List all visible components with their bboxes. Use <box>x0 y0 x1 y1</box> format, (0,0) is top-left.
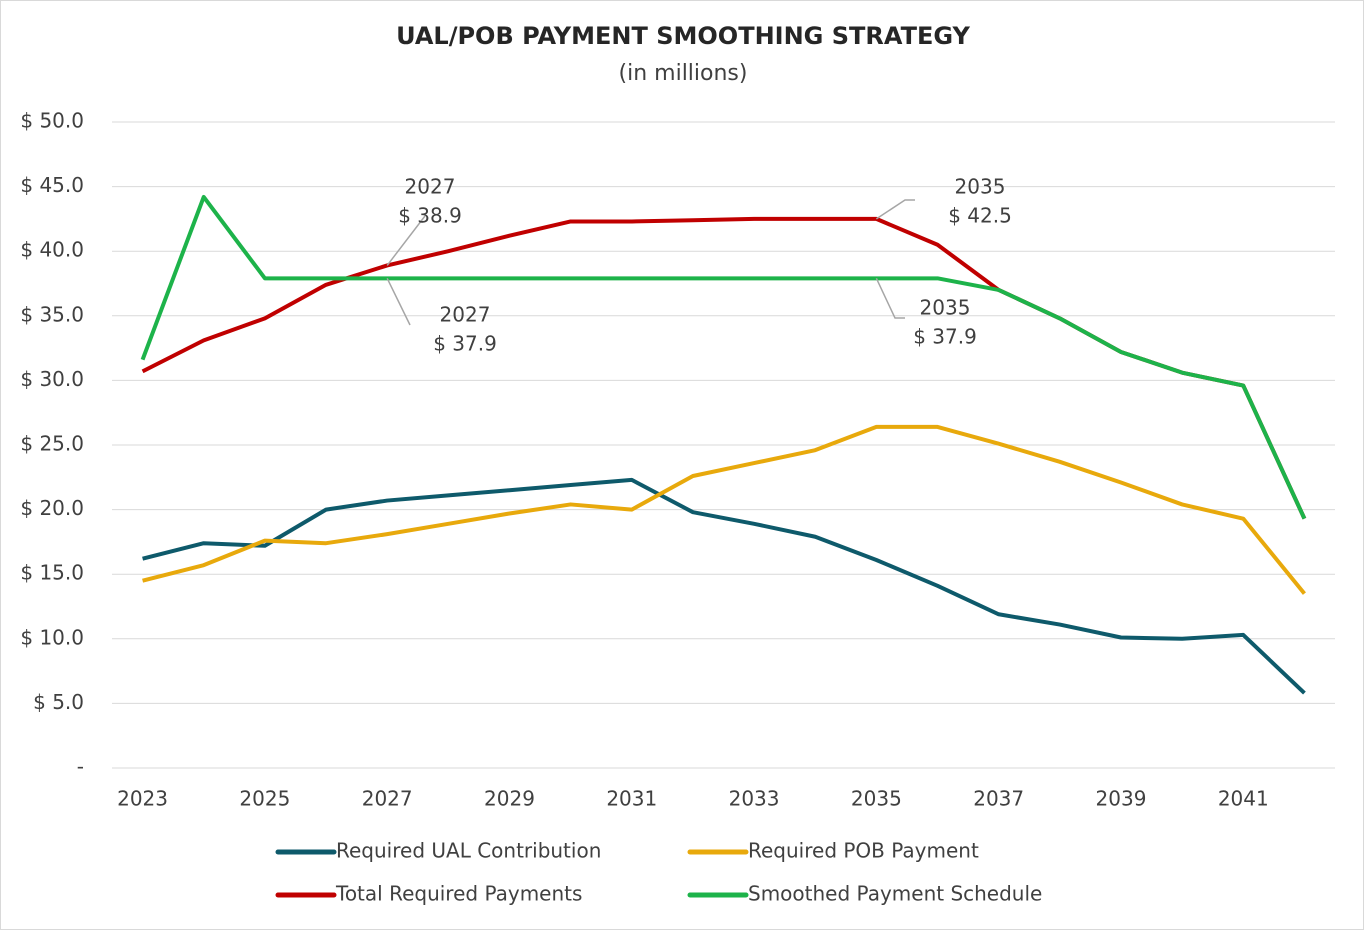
y-tick-label: $ 20.0 <box>20 496 84 520</box>
x-tick-label: 2029 <box>484 787 535 811</box>
y-tick-label: $ 40.0 <box>20 238 84 262</box>
y-tick-label: $ 5.0 <box>33 690 84 714</box>
annotation-leader <box>386 278 411 326</box>
x-tick-label: 2041 <box>1218 787 1269 811</box>
x-tick-label: 2033 <box>729 787 780 811</box>
y-tick-label: $ 25.0 <box>20 432 84 456</box>
annotation-text: $ 37.9 <box>913 325 977 349</box>
x-tick-label: 2025 <box>239 787 290 811</box>
series-line <box>142 424 1306 595</box>
annotation-text: 2027 <box>440 303 491 327</box>
y-tick-label: - <box>77 755 84 779</box>
y-tick-label: $ 50.0 <box>20 109 84 133</box>
annotation-text: 2027 <box>405 175 456 199</box>
chart-subtitle: (in millions) <box>619 61 748 86</box>
x-tick-label: 2037 <box>973 787 1024 811</box>
x-tick-label: 2027 <box>362 787 413 811</box>
annotation-text: $ 37.9 <box>433 332 497 356</box>
x-tick-label: 2031 <box>606 787 657 811</box>
annotation-text: $ 42.5 <box>948 204 1012 228</box>
x-tick-label: 2039 <box>1096 787 1147 811</box>
annotation-leader <box>875 278 905 319</box>
legend-label: Total Required Payments <box>335 882 582 906</box>
legend-label: Required POB Payment <box>748 839 979 863</box>
legend-label: Required UAL Contribution <box>336 839 601 863</box>
chart-title: UAL/POB PAYMENT SMOOTHING STRATEGY <box>396 22 970 50</box>
annotation-text: 2035 <box>955 175 1006 199</box>
y-tick-label: $ 10.0 <box>20 625 84 649</box>
annotation-text: 2035 <box>920 296 971 320</box>
y-tick-label: $ 15.0 <box>20 561 84 585</box>
annotation-leader <box>875 199 915 220</box>
series-line <box>142 477 1306 695</box>
x-tick-label: 2023 <box>117 787 168 811</box>
y-tick-label: $ 30.0 <box>20 367 84 391</box>
annotation-leader <box>386 215 426 266</box>
legend-label: Smoothed Payment Schedule <box>748 882 1042 906</box>
y-tick-label: $ 35.0 <box>20 302 84 326</box>
x-tick-label: 2035 <box>851 787 902 811</box>
y-tick-label: $ 45.0 <box>20 173 84 197</box>
annotation-text: $ 38.9 <box>398 204 462 228</box>
series-line <box>140 194 1307 520</box>
